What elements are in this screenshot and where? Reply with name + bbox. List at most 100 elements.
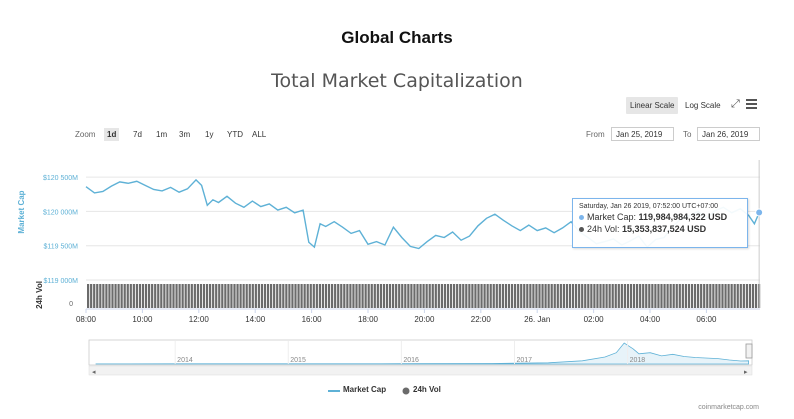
vol-bar [578,284,581,308]
vol-bar [599,284,602,308]
vol-bar [730,284,733,308]
vol-bar [608,284,611,308]
zoom-1m-button[interactable]: 1m [156,130,168,139]
scrollbar-right-arrow[interactable]: ▸ [744,369,748,376]
zoom-ytd-button[interactable]: YTD [227,130,243,139]
vol-bar [419,284,422,308]
vol-bar [651,284,654,308]
vol-bar [520,284,523,308]
vol-bar [364,284,367,308]
vol-bar [544,284,547,308]
zoom-7d-button[interactable]: 7d [133,130,142,139]
vol-bar [178,284,181,308]
zoom-1y-button[interactable]: 1y [205,130,214,139]
vol-bar [154,284,157,308]
navigator-handle[interactable] [745,343,753,359]
vol-bar [392,284,395,308]
vol-bar [645,284,648,308]
vol-bar [565,284,569,308]
vol-bar [727,284,730,308]
vol-bar [718,284,721,308]
vol-bar [129,284,132,308]
vol-bar [440,284,443,308]
vol-bar [471,284,474,308]
vol-bar [693,284,697,308]
legend-market-cap[interactable]: Market Cap [343,385,387,394]
chart-title: Total Market Capitalization [271,70,523,92]
vol-bar [584,284,587,308]
vol-bar [550,284,553,308]
menu-icon[interactable] [746,97,757,111]
vol-bar [141,284,145,308]
log-scale-button[interactable]: Log Scale [685,101,721,110]
vol-bar [120,284,123,308]
vol-bar [413,284,416,308]
vol-bar [260,284,264,308]
navigator-panel[interactable] [88,339,753,366]
zoom-1d-button[interactable]: 1d [104,128,120,141]
x-tick-label: 04:00 [640,315,661,324]
vol-bar [318,284,321,308]
vol-bar [90,284,93,308]
vol-bar [157,284,160,308]
linear-scale-button[interactable]: Linear Scale [626,97,679,114]
vol-bar [242,284,245,308]
zoom-all-button[interactable]: ALL [252,130,267,139]
vol-bar [596,284,599,308]
vol-bar [324,284,328,308]
vol-bar [221,284,224,308]
from-date-input[interactable]: Jan 25, 2019 [611,127,674,141]
vol-bar [266,284,270,308]
vol-bar [288,284,291,308]
chart-tooltip: Saturday, Jan 26 2019, 07:52:00 UTC+07:0… [572,198,748,248]
scrollbar-track[interactable] [88,365,753,376]
vol-bar [639,284,642,308]
tooltip-vol-value: 15,353,837,524 USD [622,224,707,234]
vol-bar [422,284,425,308]
vol-bar [218,284,221,308]
vol-bar [248,284,251,308]
y-tick-label: $119 000M [43,278,78,285]
x-tick-label: 18:00 [358,315,379,324]
vol-bar [404,284,407,308]
vol-bar [282,284,285,308]
vol-bar [629,284,633,308]
vol-bar [135,284,138,308]
legend-24h-vol[interactable]: 24h Vol [413,385,441,394]
vol-bar [657,284,660,308]
page-title: Global Charts [341,28,453,47]
x-tick-label: 20:00 [414,315,435,324]
vol-bar [285,284,288,308]
legend-vol-swatch [402,387,410,395]
vol-bar [205,284,209,308]
vol-bar [480,284,483,308]
vol-bar [706,284,709,308]
vol-bar [660,284,663,308]
vol-bar [309,284,312,308]
fullscreen-icon[interactable]: ⤢ [731,98,740,110]
vol-bar [675,284,678,308]
vol-bar [114,284,117,308]
vol-bar [465,284,468,308]
vol-bar [349,284,352,308]
vol-bar [535,284,538,308]
vol-bar [126,284,129,308]
vol-bar [529,284,532,308]
to-date-input[interactable]: Jan 26, 2019 [697,127,760,141]
vol-bar [721,284,724,308]
vol-bar [709,284,712,308]
vol-bar [331,284,334,308]
tooltip-mcap-dot [579,215,584,220]
vol-bar [712,284,715,308]
vol-bar [346,284,349,308]
vol-bar [273,284,276,308]
zoom-label: Zoom [75,130,96,139]
vol-bar [687,284,691,308]
vol-bar [617,284,620,308]
scrollbar-left-arrow[interactable]: ◂ [92,369,96,376]
vol-bar [117,284,120,308]
zoom-3m-button[interactable]: 3m [179,130,191,139]
vol-bar [196,284,199,308]
vol-bar [614,284,617,308]
